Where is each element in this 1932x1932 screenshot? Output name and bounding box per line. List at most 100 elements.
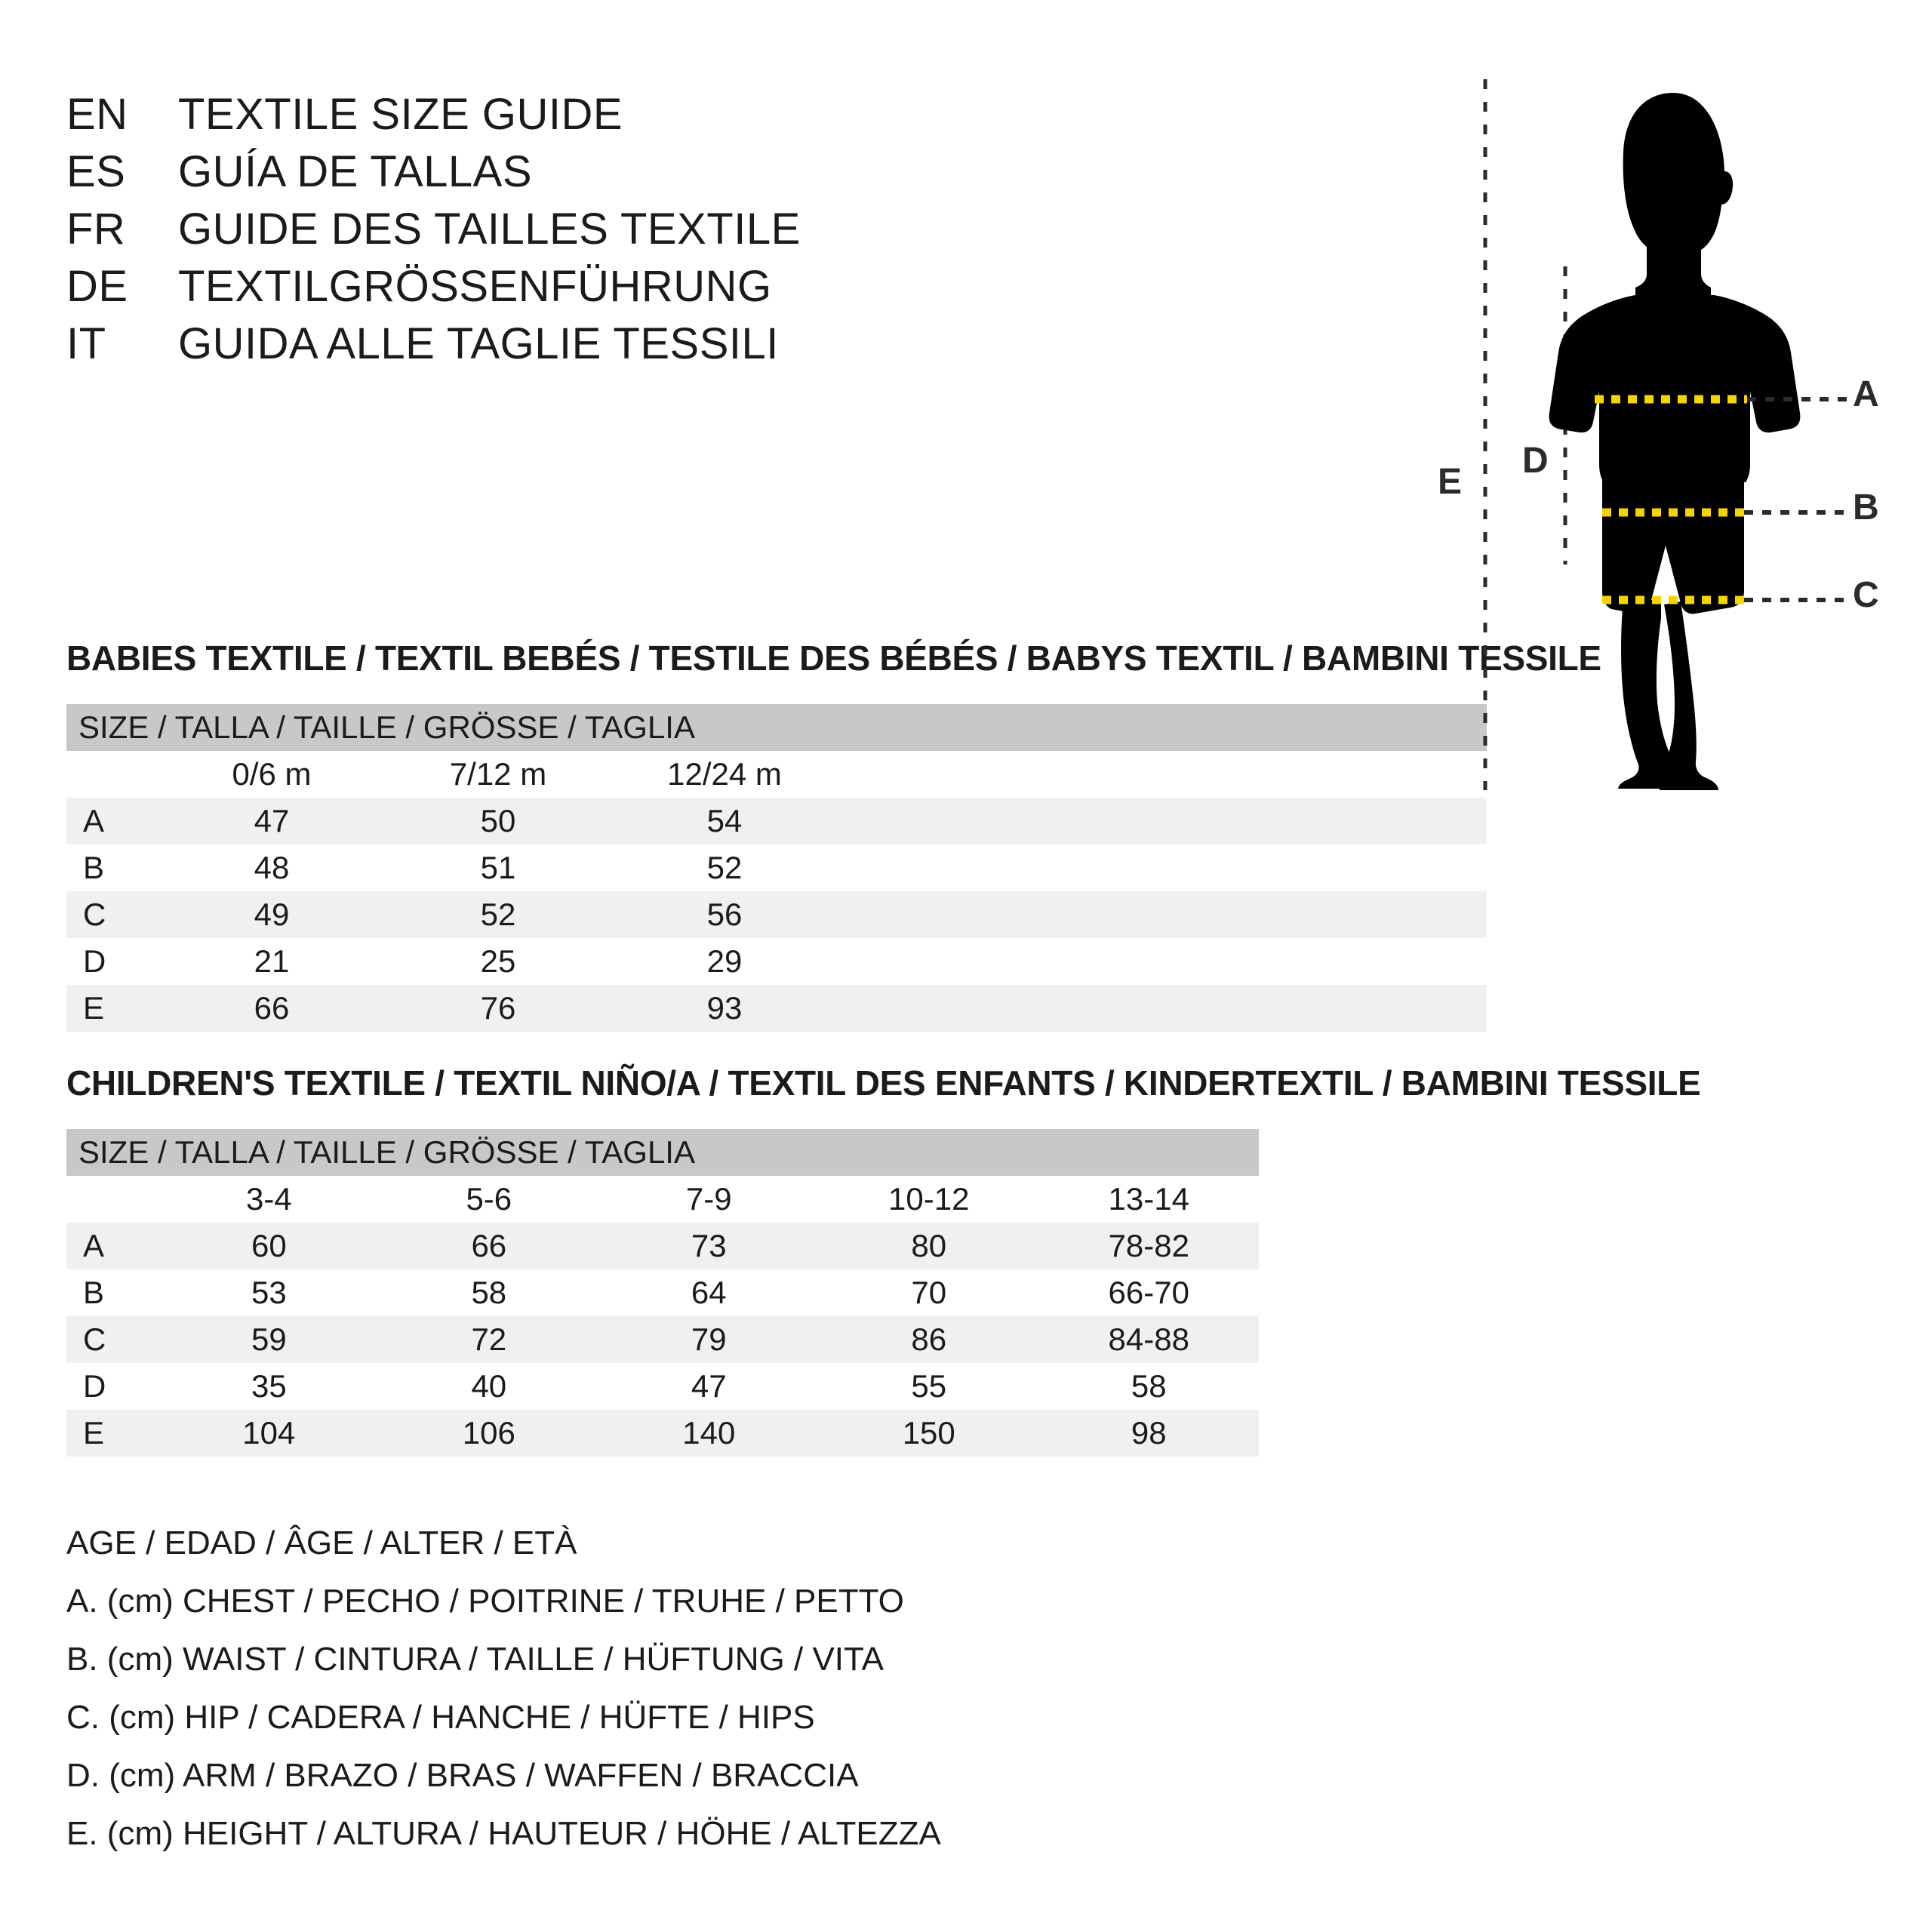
language-title-en: TEXTILE SIZE GUIDE <box>178 90 623 139</box>
language-title-de: TEXTILGRÖSSENFÜHRUNG <box>178 262 772 311</box>
children-row-key-e: E <box>66 1410 159 1457</box>
babies-cell-b-spacer <box>838 844 1487 891</box>
babies-col-header-2: 12/24 m <box>611 751 838 798</box>
children-col-header-1: 5-6 <box>379 1176 599 1223</box>
children-row-key-a: A <box>66 1223 159 1269</box>
babies-row-key-b: B <box>66 844 158 891</box>
babies-cell-e-1: 76 <box>385 985 611 1032</box>
children-col-header-0: 3-4 <box>158 1176 380 1223</box>
children-row-key-d: D <box>66 1363 159 1410</box>
children-cell-b-0: 53 <box>158 1269 380 1316</box>
children-row-key-c: C <box>66 1316 159 1363</box>
figure-marker-b: B <box>1853 488 1879 528</box>
children-section-title: CHILDREN'S TEXTILE / TEXTIL NIÑO/A / TEX… <box>66 1063 1701 1103</box>
language-row-es: ES GUÍA DE TALLAS <box>66 146 1349 204</box>
language-header-block: EN TEXTILE SIZE GUIDE ES GUÍA DE TALLAS … <box>66 89 1349 376</box>
silhouette-shorts <box>1602 479 1744 614</box>
table-row: A 60 66 73 80 78-82 <box>66 1223 1259 1269</box>
babies-corner-cell <box>66 751 158 798</box>
babies-row-key-c: C <box>66 891 158 938</box>
table-row: C 59 72 79 86 84-88 <box>66 1316 1259 1363</box>
language-title-es: GUÍA DE TALLAS <box>178 147 533 196</box>
babies-cell-a-2: 54 <box>611 798 838 844</box>
children-cell-e-0: 104 <box>158 1410 380 1457</box>
language-title-fr: GUIDE DES TAILLES TEXTILE <box>178 205 801 254</box>
babies-cell-d-spacer <box>838 938 1487 985</box>
babies-cell-b-2: 52 <box>611 844 838 891</box>
children-cell-c-2: 79 <box>598 1316 820 1363</box>
legend-line-c-hip: C. (cm) HIP / CADERA / HANCHE / HÜFTE / … <box>66 1699 815 1736</box>
children-cell-c-1: 72 <box>379 1316 599 1363</box>
language-row-en: EN TEXTILE SIZE GUIDE <box>66 89 1349 146</box>
babies-cell-c-1: 52 <box>385 891 611 938</box>
language-code-de: DE <box>66 262 128 311</box>
language-row-de: DE TEXTILGRÖSSENFÜHRUNG <box>66 261 1349 318</box>
babies-cell-e-spacer <box>838 985 1487 1032</box>
babies-cell-c-2: 56 <box>611 891 838 938</box>
children-cell-e-3: 150 <box>819 1410 1039 1457</box>
babies-section-title: BABIES TEXTILE / TEXTIL BEBÉS / TESTILE … <box>66 638 1601 678</box>
children-table-head-row: SIZE / TALLA / TAILLE / GRÖSSE / TAGLIA <box>66 1129 1259 1176</box>
babies-cell-d-0: 21 <box>158 938 385 985</box>
table-row: B 53 58 64 70 66-70 <box>66 1269 1259 1316</box>
children-section: CHILDREN'S TEXTILE / TEXTIL NIÑO/A / TEX… <box>66 1063 1701 1457</box>
babies-col-header-0: 0/6 m <box>158 751 385 798</box>
babies-cell-d-2: 29 <box>611 938 838 985</box>
table-row: D 35 40 47 55 58 <box>66 1363 1259 1410</box>
children-col-header-3: 10-12 <box>819 1176 1039 1223</box>
figure-marker-e: E <box>1438 462 1463 502</box>
children-cell-c-0: 59 <box>158 1316 380 1363</box>
babies-cell-b-0: 48 <box>158 844 385 891</box>
children-cell-d-4: 58 <box>1038 1363 1259 1410</box>
language-row-it: IT GUIDA ALLE TAGLIE TESSILI <box>66 318 1349 376</box>
children-cell-a-0: 60 <box>158 1223 380 1269</box>
babies-cell-e-0: 66 <box>158 985 385 1032</box>
children-size-table: SIZE / TALLA / TAILLE / GRÖSSE / TAGLIA … <box>66 1129 1259 1457</box>
babies-cell-c-spacer <box>838 891 1487 938</box>
babies-col-header-spacer <box>838 751 1487 798</box>
legend-line-e-height: E. (cm) HEIGHT / ALTURA / HAUTEUR / HÖHE… <box>66 1815 941 1852</box>
babies-cell-b-1: 51 <box>385 844 611 891</box>
babies-row-key-a: A <box>66 798 158 844</box>
babies-cell-c-0: 49 <box>158 891 385 938</box>
language-code-en: EN <box>66 90 128 139</box>
table-row: C 49 52 56 <box>66 891 1487 938</box>
babies-col-header-1: 7/12 m <box>385 751 611 798</box>
children-cell-c-3: 86 <box>819 1316 1039 1363</box>
table-row: A 47 50 54 <box>66 798 1487 844</box>
measurement-legend: AGE / EDAD / ÂGE / ALTER / ETÀ A. (cm) C… <box>66 1514 1349 1863</box>
figure-marker-a: A <box>1853 374 1879 414</box>
legend-line-a-chest: A. (cm) CHEST / PECHO / POITRINE / TRUHE… <box>66 1583 904 1620</box>
language-code-fr: FR <box>66 205 126 254</box>
children-column-header-row: 3-4 5-6 7-9 10-12 13-14 <box>66 1176 1259 1223</box>
language-code-es: ES <box>66 147 126 196</box>
table-row: D 21 25 29 <box>66 938 1487 985</box>
children-cell-d-1: 40 <box>379 1363 599 1410</box>
measurement-figure-panel: A B C D E <box>1400 72 1921 796</box>
legend-line-b-waist: B. (cm) WAIST / CINTURA / TAILLE / HÜFTU… <box>66 1641 884 1678</box>
children-corner-cell <box>66 1176 159 1223</box>
children-cell-e-1: 106 <box>379 1410 599 1457</box>
children-row-key-b: B <box>66 1269 159 1316</box>
children-cell-d-2: 47 <box>598 1363 820 1410</box>
children-col-header-2: 7-9 <box>598 1176 820 1223</box>
children-cell-b-1: 58 <box>379 1269 599 1316</box>
children-cell-a-1: 66 <box>379 1223 599 1269</box>
silhouette-leg-right <box>1659 601 1718 790</box>
children-cell-b-3: 70 <box>819 1269 1039 1316</box>
children-cell-d-0: 35 <box>158 1363 380 1410</box>
babies-column-header-row: 0/6 m 7/12 m 12/24 m <box>66 751 1487 798</box>
children-cell-e-4: 98 <box>1038 1410 1259 1457</box>
figure-marker-d: D <box>1522 441 1549 481</box>
babies-cell-a-1: 50 <box>385 798 611 844</box>
child-silhouette-diagram <box>1483 79 1851 790</box>
silhouette-head <box>1623 93 1734 298</box>
babies-table-head-label: SIZE / TALLA / TAILLE / GRÖSSE / TAGLIA <box>66 704 1487 751</box>
children-cell-b-2: 64 <box>598 1269 820 1316</box>
babies-cell-e-2: 93 <box>611 985 838 1032</box>
children-cell-a-4: 78-82 <box>1038 1223 1259 1269</box>
children-cell-c-4: 84-88 <box>1038 1316 1259 1363</box>
children-cell-d-3: 55 <box>819 1363 1039 1410</box>
table-row: B 48 51 52 <box>66 844 1487 891</box>
language-code-it: IT <box>66 319 106 368</box>
